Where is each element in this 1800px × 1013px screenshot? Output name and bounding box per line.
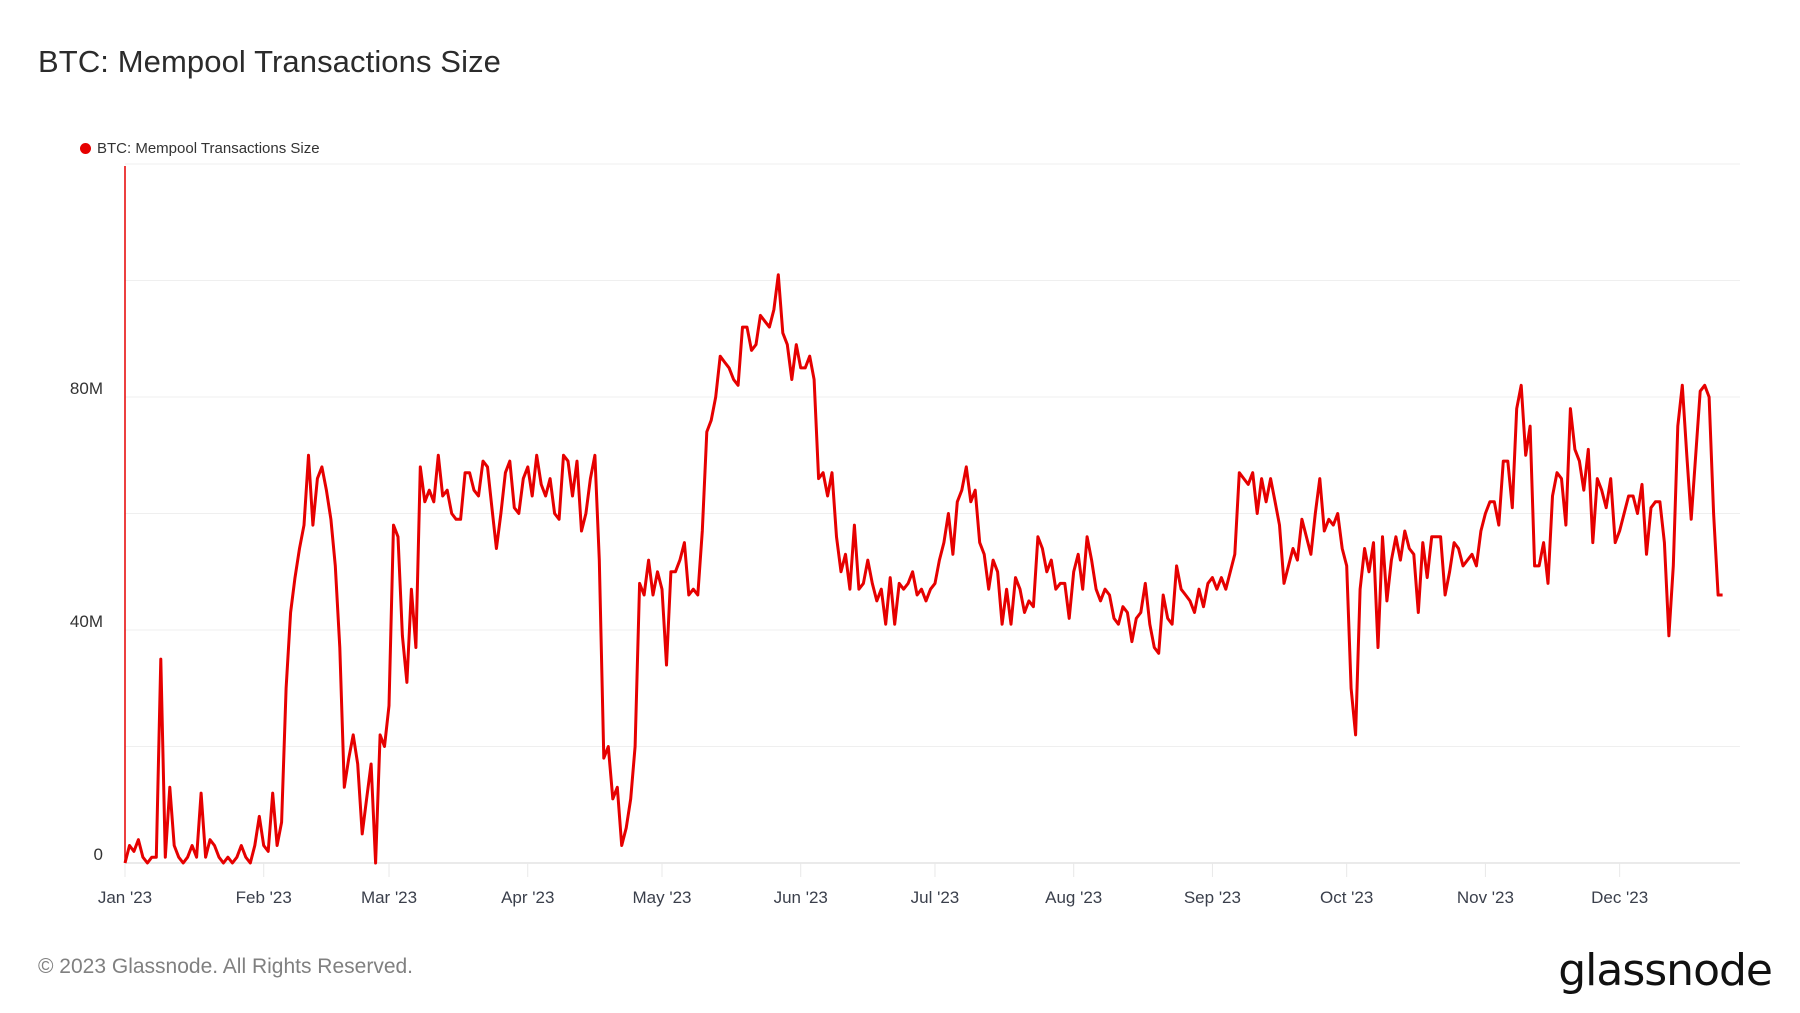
x-tick-label: Mar '23 xyxy=(361,888,417,907)
x-tick-label: Jul '23 xyxy=(911,888,960,907)
legend[interactable]: BTC: Mempool Transactions Size xyxy=(80,140,320,157)
x-tick-label: Aug '23 xyxy=(1045,888,1102,907)
x-axis: Jan '23 Feb '23 Mar '23 Apr '23 May '23 Jun '… xyxy=(98,863,1648,907)
x-tick-label: Sep '23 xyxy=(1184,888,1241,907)
x-tick-label: Oct '23 xyxy=(1320,888,1373,907)
x-tick-label: Nov '23 xyxy=(1457,888,1514,907)
y-tick-label: 0 xyxy=(94,845,103,864)
x-tick-label: Apr '23 xyxy=(501,888,554,907)
legend-dot-icon xyxy=(80,143,91,154)
x-tick-label: Jun '23 xyxy=(774,888,828,907)
y-axis-labels: 0 40M 80M xyxy=(70,379,103,864)
chart-title: BTC: Mempool Transactions Size xyxy=(38,44,502,79)
legend-label: BTC: Mempool Transactions Size xyxy=(97,140,320,157)
y-tick-label: 40M xyxy=(70,612,103,631)
gridlines xyxy=(125,163,1740,864)
copyright-footer: © 2023 Glassnode. All Rights Reserved. xyxy=(38,955,414,978)
x-tick-label: Jan '23 xyxy=(98,888,152,907)
y-tick-label: 80M xyxy=(70,379,103,398)
glassnode-logo[interactable]: glassnode xyxy=(1558,945,1773,996)
x-tick-label: Dec '23 xyxy=(1591,888,1648,907)
series-line xyxy=(123,273,1723,865)
x-tick-label: May '23 xyxy=(633,888,692,907)
x-tick-label: Feb '23 xyxy=(236,888,292,907)
